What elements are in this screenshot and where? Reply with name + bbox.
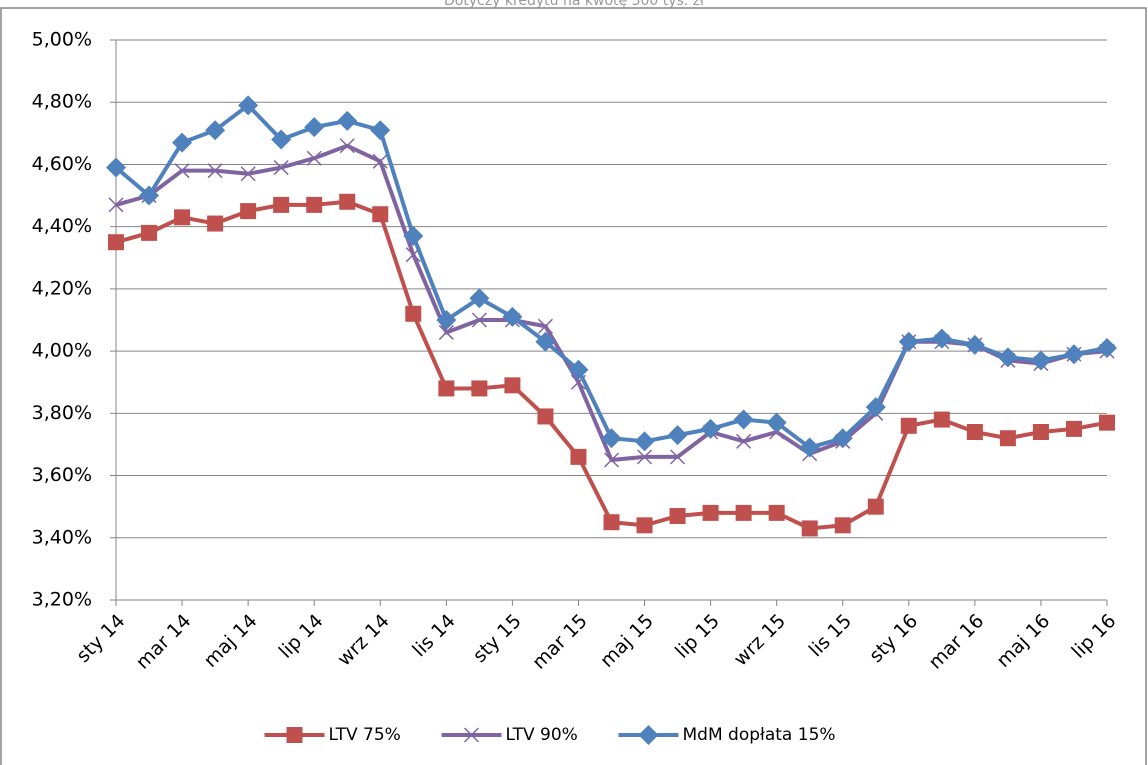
marker [306, 196, 323, 213]
marker [337, 110, 358, 131]
marker [900, 417, 917, 434]
marker [405, 305, 422, 322]
marker [735, 504, 752, 521]
marker [898, 331, 919, 352]
marker [670, 449, 686, 465]
marker [638, 725, 659, 745]
marker [669, 508, 686, 524]
marker [537, 318, 553, 334]
y-tick-label: 3,20% [32, 589, 92, 611]
marker [370, 120, 391, 141]
marker [570, 448, 587, 465]
marker [736, 433, 752, 449]
marker [207, 163, 223, 179]
marker [273, 160, 289, 176]
marker [286, 727, 303, 743]
marker [867, 498, 884, 515]
marker [1030, 350, 1051, 371]
marker [238, 95, 259, 116]
y-tick-label: 4,80% [32, 91, 92, 113]
y-tick-label: 3,60% [32, 464, 92, 486]
marker [339, 138, 355, 154]
marker [436, 310, 457, 330]
marker [601, 428, 622, 449]
marker [834, 517, 851, 534]
marker [801, 520, 818, 537]
marker [372, 206, 389, 223]
marker [700, 418, 721, 439]
marker [141, 224, 158, 241]
marker [174, 163, 190, 179]
legend-label: LTV 90% [506, 725, 578, 745]
y-tick-label: 3,80% [32, 402, 92, 424]
marker [1097, 338, 1117, 358]
marker [799, 437, 820, 458]
marker [304, 117, 325, 138]
y-tick-label: 3,40% [32, 526, 92, 548]
marker [471, 380, 488, 397]
marker [403, 226, 424, 246]
marker [207, 215, 224, 232]
marker [931, 328, 952, 349]
marker [766, 412, 787, 433]
marker [172, 132, 193, 153]
marker [463, 727, 480, 743]
marker [999, 430, 1016, 447]
marker [139, 185, 160, 206]
marker [438, 380, 455, 397]
marker [537, 408, 554, 425]
marker [372, 153, 388, 169]
marker [106, 157, 126, 178]
marker [966, 424, 983, 440]
marker [568, 359, 589, 380]
y-tick-label: 4,60% [32, 153, 92, 175]
marker [240, 203, 257, 220]
marker [933, 411, 950, 428]
marker [502, 306, 523, 327]
marker [603, 452, 620, 468]
marker [469, 288, 490, 309]
marker [438, 324, 454, 340]
marker [535, 331, 556, 352]
marker [1063, 344, 1084, 365]
marker [504, 377, 521, 394]
marker [1099, 414, 1115, 431]
y-tick-label: 4,40% [32, 215, 92, 237]
marker [108, 197, 124, 213]
marker [637, 449, 653, 465]
marker [174, 209, 191, 226]
marker [768, 504, 785, 521]
marker [240, 166, 256, 182]
marker [108, 234, 124, 251]
marker [634, 431, 655, 452]
marker [702, 504, 719, 521]
chart-subtitle: Dotyczy kredytu na kwotę 300 tys. zł [444, 0, 704, 9]
marker [865, 397, 886, 418]
marker [471, 312, 487, 328]
y-tick-label: 4,20% [32, 277, 92, 299]
marker [306, 150, 322, 166]
marker [733, 409, 754, 430]
marker [832, 428, 853, 449]
y-tick-label: 5,00% [32, 29, 92, 51]
marker [667, 425, 688, 446]
legend-label: MdM dopłata 15% [683, 725, 836, 745]
marker [603, 514, 620, 531]
marker [636, 517, 653, 534]
marker [339, 193, 356, 210]
marker [964, 334, 985, 355]
marker [205, 120, 226, 141]
marker [273, 196, 290, 213]
marker [1032, 424, 1049, 440]
marker [997, 347, 1018, 368]
y-tick-label: 4,00% [32, 340, 92, 362]
legend-label: LTV 75% [329, 725, 401, 745]
marker [1065, 420, 1082, 437]
marker [271, 129, 292, 150]
